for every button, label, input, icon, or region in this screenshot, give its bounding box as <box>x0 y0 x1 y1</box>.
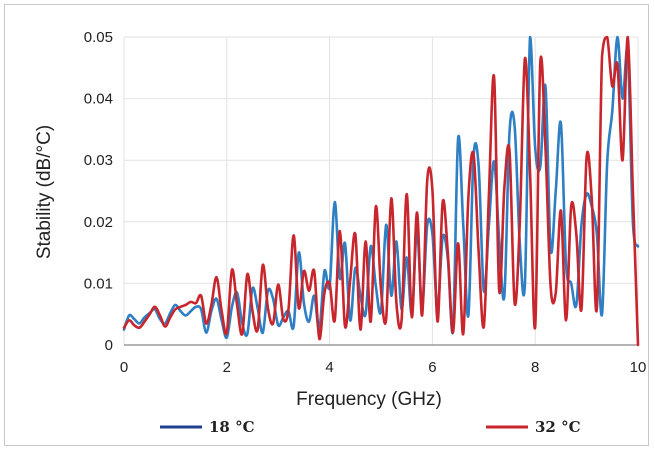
y-tick-label: 0.03 <box>84 152 113 169</box>
x-axis-title: Frequency (GHz) <box>296 389 442 410</box>
series-line-2 <box>122 35 640 347</box>
y-tick-label: 0.04 <box>84 91 113 108</box>
x-tick-label: 6 <box>428 359 436 376</box>
tick-labels: 0 2 4 6 8 10 0 0.01 0.02 0.03 0.04 0.05 <box>84 29 647 376</box>
x-tick-label: 4 <box>325 359 333 376</box>
x-tick-label: 10 <box>630 359 647 376</box>
y-tick-label: 0.05 <box>84 29 113 46</box>
y-tick-label: 0.01 <box>84 275 113 292</box>
legend-label-1: 18 °C <box>209 418 255 436</box>
y-tick-label: 0 <box>105 337 113 354</box>
legend-label-2: 32 °C <box>535 418 581 436</box>
y-tick-label: 0.02 <box>84 214 113 231</box>
legend: 18 °C 32 °C <box>160 418 581 436</box>
x-tick-label: 0 <box>120 359 128 376</box>
y-axis-title: Stability (dB/°C) <box>34 125 55 259</box>
x-tick-label: 2 <box>223 359 231 376</box>
series-lines <box>122 35 640 347</box>
x-tick-label: 8 <box>531 359 539 376</box>
